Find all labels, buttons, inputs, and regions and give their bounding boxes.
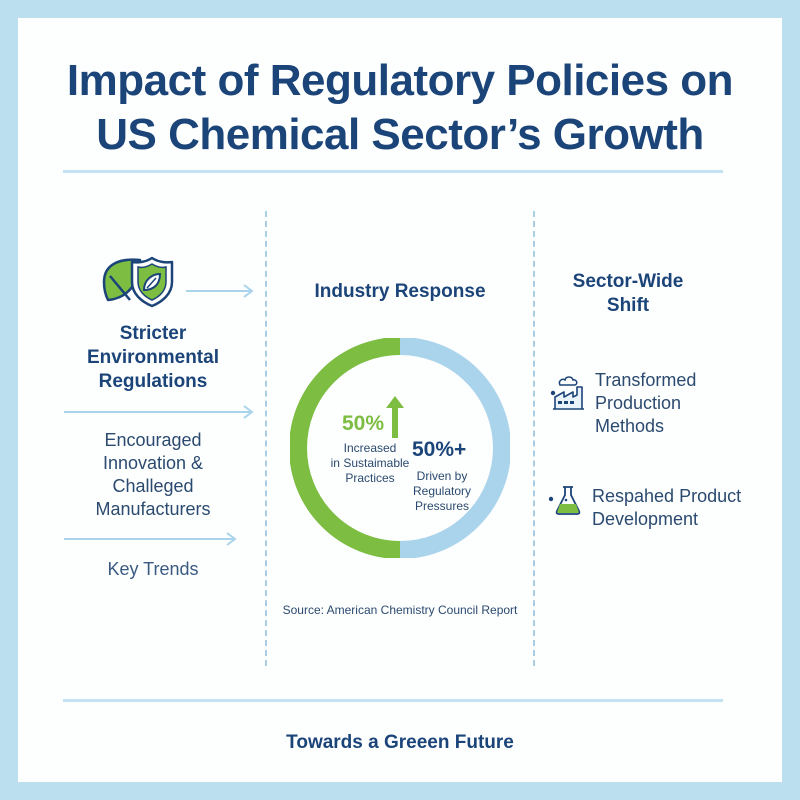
flask-icon: [548, 485, 584, 520]
heading-line: Sector-Wide: [572, 271, 684, 292]
green-stat-label: Increased in Sustaimable Practices: [320, 441, 420, 486]
source-citation: Source: American Chemistry Council Repor…: [282, 603, 518, 617]
factory-icon: [550, 373, 586, 416]
shift-item-line: Development: [592, 509, 699, 529]
regulations-title: Stricter Environmental Regulations: [78, 322, 228, 394]
shift-item-product: Respahed Product Development: [592, 485, 741, 531]
regulations-title-line: Stricter: [119, 323, 187, 344]
page-title: Impact of Regulatory Policies on US Chem…: [18, 54, 782, 162]
green-label-line: Increased: [343, 441, 397, 455]
shift-item-production: Transformed Production Methods: [595, 369, 696, 438]
regulations-title-line: Regulations: [98, 371, 208, 392]
shift-item-line: Transformed: [595, 370, 697, 390]
arrow-icon: [186, 284, 256, 298]
shift-item-line: Methods: [595, 416, 665, 436]
sector-wide-shift-heading: Sector-Wide Shift: [548, 270, 708, 318]
title-line-2: US Chemical Sector’s Growth: [96, 110, 704, 159]
effect-line: Challeged: [112, 476, 194, 496]
left-column-divider: [265, 211, 267, 666]
green-label-line: in Sustaimable: [330, 456, 410, 470]
blue-label-line: Pressures: [414, 499, 470, 513]
infographic-card: Impact of Regulatory Policies on US Chem…: [18, 18, 782, 782]
shift-item-line: Respahed Product: [592, 486, 742, 506]
top-divider: [63, 170, 723, 173]
effect-line: Encouraged: [104, 430, 202, 450]
green-label-line: Practices: [345, 471, 395, 485]
effect-line: Innovation &: [102, 453, 204, 473]
blue-label-line: Regulatory: [412, 484, 472, 498]
effect-line: Manufacturers: [95, 499, 211, 519]
blue-stat-label: Driven by Regulatory Pressures: [404, 469, 480, 514]
arrow-icon: [64, 405, 256, 419]
heading-line: Shift: [606, 295, 650, 316]
industry-response-donut-chart: [289, 337, 511, 559]
shift-item-line: Production: [595, 393, 682, 413]
key-trends-label: Key Trends: [107, 559, 199, 579]
leaf-shield-icon: [100, 254, 176, 310]
bottom-divider: [63, 699, 723, 702]
effect-text: Encouraged Innovation & Challeged Manufa…: [68, 429, 238, 521]
green-stat-value: 50%: [342, 412, 385, 435]
arrow-icon: [64, 532, 239, 546]
title-line-1: Impact of Regulatory Policies on: [66, 56, 734, 105]
footer-tagline: Towards a Greeen Future: [286, 732, 514, 753]
right-column-divider: [533, 211, 535, 666]
regulations-title-line: Environmental: [87, 347, 219, 368]
arrow-up-icon: [386, 396, 404, 443]
industry-response-heading: Industry Response: [314, 281, 486, 302]
blue-stat-value: 50%+: [412, 438, 467, 461]
blue-label-line: Driven by: [416, 469, 468, 483]
